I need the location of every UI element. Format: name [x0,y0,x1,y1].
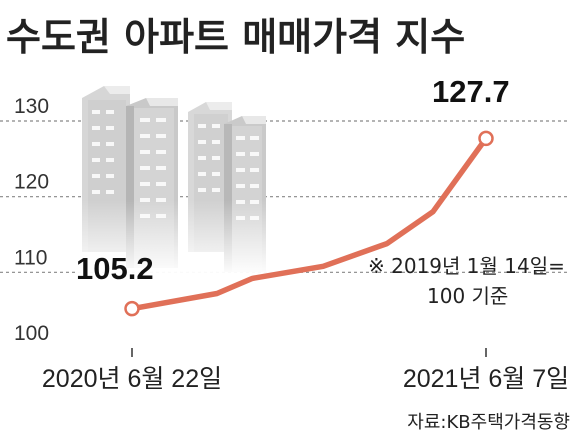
end-value-label: 127.7 [432,74,510,109]
data-point-marker [478,130,494,147]
y-tick-label: 100 [14,322,49,345]
apartment-buildings-illustration [78,86,278,276]
data-series [124,130,494,317]
baseline-note-line-1: ※ 2019년 1월 14일= [368,254,565,278]
series-line [129,135,489,312]
x-tick-label: 2021년 6월 7일 [403,365,569,393]
y-tick-label: 110 [14,246,47,269]
baseline-note-line-2: 100 기준 [427,284,508,308]
source-credit: 자료:KB주택가격동향 [407,412,570,433]
x-tick-label: 2020년 6월 22일 [42,365,222,393]
y-tick-label: 120 [14,171,49,194]
data-point-marker [124,300,140,317]
x-axis-ticks: 2020년 6월 22일 2021년 6월 7일 [42,348,569,393]
chart-title: 수도권 아파트 매매가격 지수 [6,15,465,59]
y-tick-label: 130 [14,95,49,118]
start-value-label: 105.2 [76,251,154,286]
y-axis-ticks: 100 110 120 130 [14,95,49,345]
